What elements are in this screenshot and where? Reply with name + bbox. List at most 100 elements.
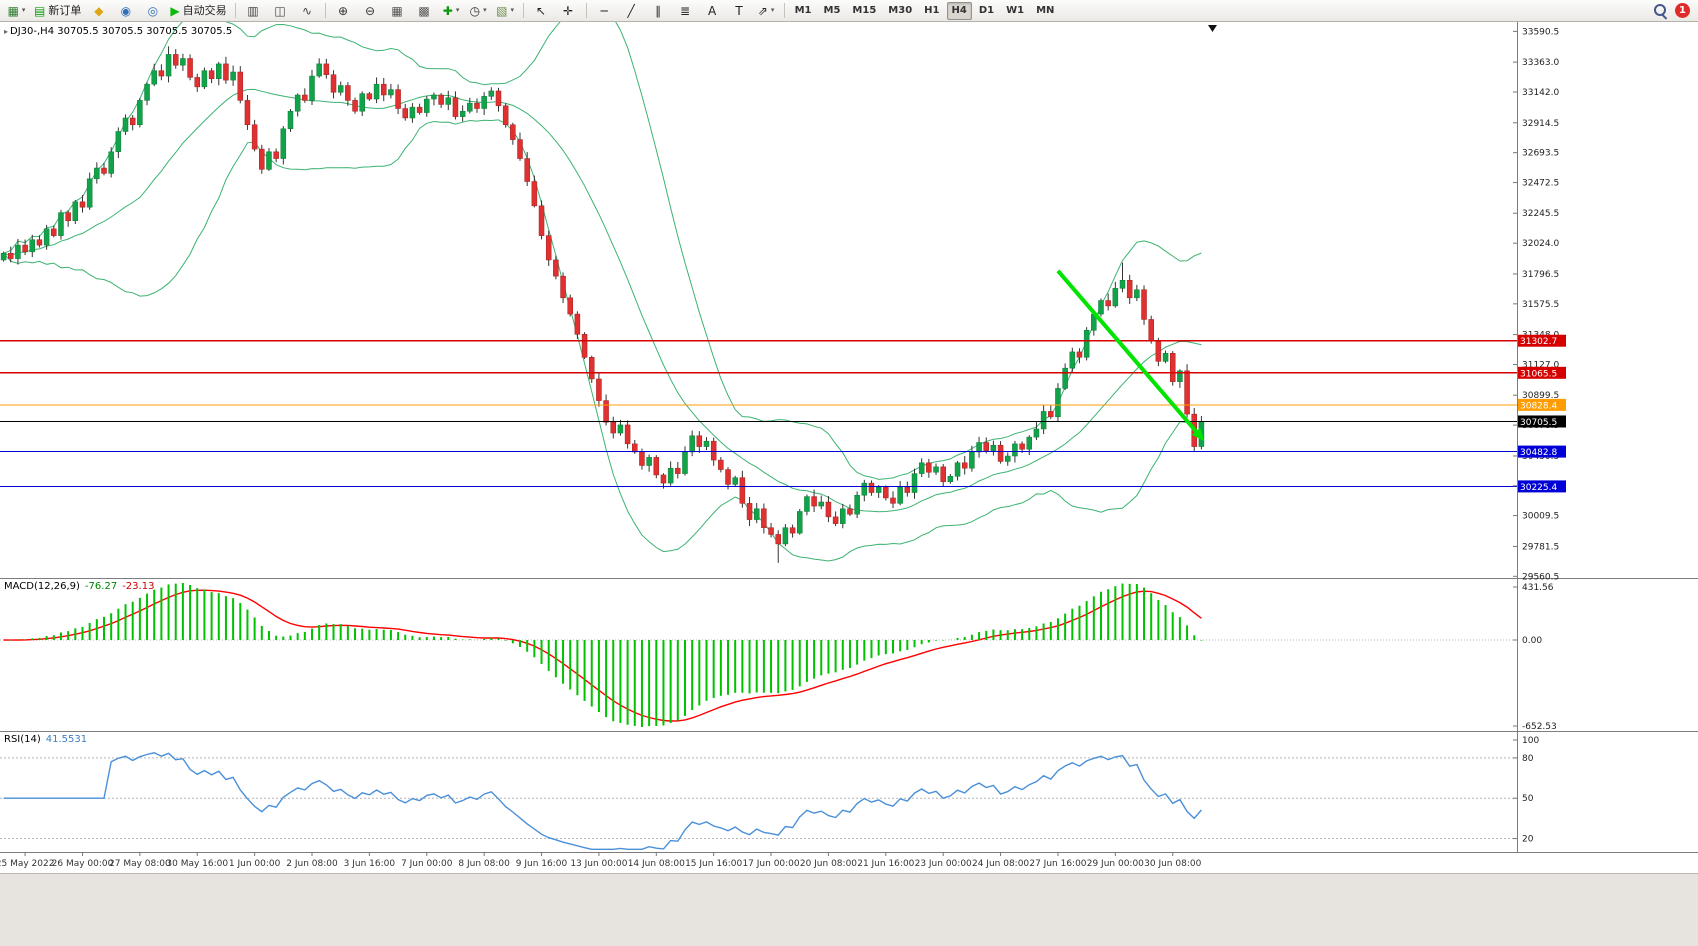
periods-icon-caret[interactable]: ▾ xyxy=(483,6,487,14)
crosshair-icon[interactable]: ✛ xyxy=(556,1,581,21)
templates-icon-caret[interactable]: ▾ xyxy=(510,6,514,14)
algo-trading-button: ▶ xyxy=(170,3,180,18)
candle-body xyxy=(538,205,545,236)
rsi-line xyxy=(3,752,1202,850)
templates-icon[interactable]: ▧ ▾ xyxy=(493,1,518,21)
timeframe-button-h1[interactable]: H1 xyxy=(924,5,940,16)
candle-body xyxy=(969,451,975,469)
time-tick-label: 30 Jun 08:00 xyxy=(1144,859,1201,869)
cursor-icon[interactable]: ↖ xyxy=(529,1,554,21)
chart-shift-marker[interactable] xyxy=(1208,25,1217,32)
candle-body xyxy=(933,466,939,473)
candle-body xyxy=(108,151,114,174)
horizontal-line-icon[interactable]: ─ xyxy=(592,1,617,21)
candle-body xyxy=(574,313,581,335)
candle-body xyxy=(624,424,631,445)
candle-body xyxy=(911,473,918,493)
candle-body xyxy=(1062,367,1068,389)
zoom-in-icon[interactable]: ⊕ xyxy=(331,1,356,21)
candlesticks-icon[interactable]: ◫ xyxy=(268,1,293,21)
bars-icon[interactable]: ▥ xyxy=(241,1,266,21)
candle-body xyxy=(366,93,373,100)
zoom-out-icon[interactable]: ⊖ xyxy=(358,1,383,21)
candle-body xyxy=(79,201,86,208)
macd-histogram xyxy=(9,583,1203,727)
signals-icon[interactable]: ◉ xyxy=(113,1,138,21)
bollinger-lower-band xyxy=(3,119,1202,562)
text-icon[interactable]: A xyxy=(700,1,725,21)
new-chart-icon-caret[interactable]: ▾ xyxy=(21,6,26,14)
bottom-area xyxy=(0,873,1698,946)
trend-arrow[interactable] xyxy=(1056,269,1205,442)
candle-body xyxy=(58,212,64,236)
search-icon[interactable] xyxy=(1653,3,1668,18)
time-tick-label: 13 Jun 00:00 xyxy=(570,859,627,869)
time-tick-label: 30 May 16:00 xyxy=(166,859,228,869)
label-icon[interactable]: T xyxy=(727,1,752,21)
candle-body xyxy=(151,70,157,85)
macd-value-main: -76.27 xyxy=(84,581,118,592)
candle-body xyxy=(22,244,28,253)
candle-body xyxy=(947,476,954,482)
arrows-icon-caret[interactable]: ▾ xyxy=(770,6,775,14)
trend-arrow-line[interactable] xyxy=(1056,269,1203,438)
mql5-market-icon[interactable]: ◆ xyxy=(86,1,111,21)
panel-separators xyxy=(0,22,1698,853)
candle-body xyxy=(194,77,200,88)
new-order-button: ▤ xyxy=(34,3,46,18)
auto-arrange-icon[interactable]: ▩ xyxy=(412,1,437,21)
candle-body xyxy=(596,378,602,401)
timeframe-button-mn[interactable]: MN xyxy=(1036,5,1055,16)
rsi-scale-label: 80 xyxy=(1522,754,1534,764)
symbol-ohlc-text: DJ30-,H4 30705.5 30705.5 30705.5 30705.5 xyxy=(10,26,233,37)
time-tick-label: 27 May 08:00 xyxy=(109,859,171,869)
candle-body xyxy=(1134,289,1140,299)
bars-icon: ▥ xyxy=(247,3,259,18)
timeframe-button-m15[interactable]: M15 xyxy=(852,5,877,16)
price-tick-label: 32914.5 xyxy=(1522,119,1559,129)
timeframe-button-d1[interactable]: D1 xyxy=(978,5,995,16)
trendline-icon[interactable]: ╱ xyxy=(619,1,644,21)
line-chart-icon[interactable]: ∿ xyxy=(295,1,320,21)
arrows-icon[interactable]: ⇗ ▾ xyxy=(754,1,779,21)
timeframe-button-m1[interactable]: M1 xyxy=(794,5,812,16)
price-tag-30828.4 xyxy=(1518,398,1566,411)
timeframe-button-w1[interactable]: W1 xyxy=(1006,5,1025,16)
horizontal-lines[interactable] xyxy=(0,340,1517,488)
toolbar-separator xyxy=(234,3,236,18)
indicators-icon[interactable]: ✚ ▾ xyxy=(439,1,464,21)
candle-body xyxy=(359,93,365,112)
candle-body xyxy=(165,54,172,77)
tile-windows-icon[interactable]: ▦ xyxy=(385,1,410,21)
macd-scale-label: 0.00 xyxy=(1522,636,1542,646)
channel-icon[interactable]: ∥ xyxy=(646,1,671,21)
algo-trading-button[interactable]: ▶ 自动交易 xyxy=(167,1,229,21)
indicators-icon-caret[interactable]: ▾ xyxy=(455,6,460,14)
new-order-button[interactable]: ▤ 新订单 xyxy=(31,1,84,21)
candle-body xyxy=(1155,340,1162,362)
notifications-badge[interactable]: 1 xyxy=(1675,3,1690,18)
candle-body xyxy=(158,70,165,77)
candle-body xyxy=(818,501,825,507)
candle-body xyxy=(488,90,495,97)
candle-body xyxy=(531,181,538,207)
candle-body xyxy=(445,97,452,105)
candle-body xyxy=(983,442,989,451)
rsi-panel: 100 80 50 20 xyxy=(0,736,1539,850)
timeframe-button-m5[interactable]: M5 xyxy=(823,5,841,16)
time-tick-label: 15 Jun 16:00 xyxy=(685,859,742,869)
virtual-hosting-icon[interactable]: ◎ xyxy=(140,1,165,21)
timeframe-button-h4[interactable]: H4 xyxy=(946,1,972,20)
candle-body xyxy=(388,89,394,96)
price-scale[interactable]: 33590.5 33363.0 33142.0 32914.5 32693.5 32472… xyxy=(1513,27,1559,582)
price-tag-31302.7 xyxy=(1518,334,1566,347)
timeframe-button-m30[interactable]: M30 xyxy=(888,5,913,16)
fibonacci-icon[interactable]: ≣ xyxy=(673,1,698,21)
cursor-icon: ↖ xyxy=(536,3,547,18)
candle-body xyxy=(94,167,100,180)
candle-body xyxy=(840,508,846,524)
new-chart-icon[interactable]: ▦ ▾ xyxy=(4,1,29,21)
periods-icon[interactable]: ◷ ▾ xyxy=(466,1,491,21)
